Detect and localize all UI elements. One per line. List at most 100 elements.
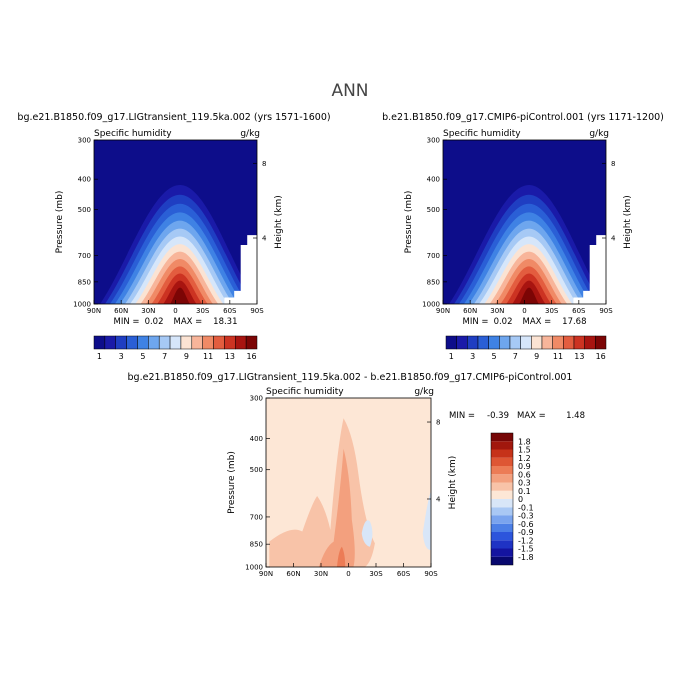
max-value: 18.31	[213, 317, 237, 327]
height-axis-label: Height (km)	[623, 195, 633, 249]
y-tick-label: 700	[250, 513, 263, 521]
colorbar-box	[491, 499, 513, 508]
colorbar-label: 5	[140, 352, 145, 361]
y-tick-label: 500	[427, 206, 440, 214]
colorbar-box	[467, 335, 479, 350]
y-tick-label: 1000	[73, 301, 91, 309]
colorbar-label: 1.5	[518, 446, 531, 455]
colorbar-box	[491, 515, 513, 524]
colorbar-box	[573, 335, 585, 350]
colorbar-label: 16	[246, 352, 256, 361]
max-label: MAX =	[523, 317, 552, 327]
colorbar-box	[104, 335, 116, 350]
colorbar-label: 7	[513, 352, 518, 361]
colorbar-label: -0.9	[518, 528, 534, 537]
height-tick-label: 8	[436, 419, 440, 427]
colorbar-box	[126, 335, 138, 350]
colorbar-box	[491, 449, 513, 458]
colorbar-box	[491, 433, 513, 442]
y-axis-label: Pressure (mb)	[55, 191, 65, 254]
contour-band-14	[170, 287, 190, 304]
variable-label: Specific humidity	[266, 387, 344, 397]
colorbar-box	[563, 335, 575, 350]
colorbar-box	[235, 335, 247, 350]
colorbar-label: 0.3	[518, 479, 531, 488]
colorbar-label: -1.8	[518, 553, 534, 562]
colorbar-label: -0.6	[518, 520, 534, 529]
colorbar-label: 1.2	[518, 454, 531, 463]
colorbar-box	[191, 335, 203, 350]
x-tick-label: 90N	[87, 307, 101, 315]
colorbar-box	[491, 474, 513, 483]
min-label: MIN =	[114, 317, 140, 327]
y-tick-label: 850	[78, 278, 91, 286]
topography-mask	[224, 235, 257, 304]
colorbar: 1.81.51.20.90.60.30.10-0.1-0.3-0.6-0.9-1…	[490, 432, 534, 566]
colorbar-box	[137, 335, 149, 350]
colorbar-label: 5	[491, 352, 496, 361]
colorbar-box	[491, 548, 513, 557]
x-tick-label: 60N	[114, 307, 128, 315]
colorbar-box	[584, 335, 596, 350]
colorbar-label: 11	[203, 352, 213, 361]
x-tick-label: 60S	[223, 307, 237, 315]
colorbar: 1 3 5 7 9 11 13 16	[93, 335, 258, 361]
panel-title: bg.e21.B1850.f09_g17.LIGtransient_119.5k…	[17, 112, 330, 123]
contour-band-neg	[361, 520, 373, 547]
height-tick-label: 8	[262, 160, 266, 168]
colorbar-box	[456, 335, 468, 350]
colorbar-box	[491, 466, 513, 475]
x-tick-label: 60S	[572, 307, 586, 315]
colorbar-label: 1.8	[518, 437, 531, 446]
colorbar-box	[491, 556, 513, 565]
panel-2: Specific humidity g/kg3004005007008501000…	[128, 372, 585, 578]
y-tick-label: 500	[78, 206, 91, 214]
colorbar-label: 0.6	[518, 470, 531, 479]
y-tick-label: 500	[250, 466, 263, 474]
colorbar-box	[491, 490, 513, 499]
min-value: -0.39	[487, 411, 509, 421]
colorbar-box	[115, 335, 127, 350]
y-axis-label: Pressure (mb)	[227, 451, 237, 514]
y-tick-label: 300	[427, 137, 440, 145]
y-tick-label: 300	[78, 137, 91, 145]
colorbar-label: 1	[97, 352, 102, 361]
colorbar-box	[509, 335, 521, 350]
colorbar-box	[491, 457, 513, 466]
max-value: 1.48	[566, 411, 585, 421]
colorbar-box	[445, 335, 457, 350]
y-tick-label: 1000	[422, 301, 440, 309]
topography-mask	[573, 235, 606, 304]
max-label: MAX =	[174, 317, 203, 327]
colorbar-label: -0.3	[518, 512, 534, 521]
height-axis-label: Height (km)	[274, 195, 284, 249]
colorbar-box	[148, 335, 160, 350]
min-value: 0.02	[494, 317, 513, 327]
y-tick-label: 300	[250, 395, 263, 403]
x-tick-label: 30N	[314, 570, 328, 578]
y-tick-label: 700	[427, 252, 440, 260]
colorbar-label: 13	[574, 352, 584, 361]
colorbar-label: -0.1	[518, 503, 534, 512]
x-tick-label: 90N	[259, 570, 273, 578]
y-tick-label: 700	[78, 252, 91, 260]
x-tick-label: 60S	[397, 570, 411, 578]
colorbar-box	[491, 441, 513, 450]
colorbar-box	[180, 335, 193, 350]
variable-label: Specific humidity	[94, 129, 172, 139]
panel-1: Specific humidity g/kg3004005007008501000…	[382, 112, 664, 361]
x-tick-label: 30N	[141, 307, 155, 315]
variable-label: Specific humidity	[443, 129, 521, 139]
colorbar-label: 9	[184, 352, 189, 361]
colorbar-box	[491, 523, 513, 532]
colorbar: 1 3 5 7 9 11 13 16	[445, 335, 607, 361]
colorbar-label: -1.2	[518, 536, 534, 545]
colorbar-box	[491, 507, 513, 516]
colorbar-label: 11	[553, 352, 563, 361]
colorbar-box	[213, 335, 225, 350]
colorbar-label: 3	[470, 352, 475, 361]
panel-title: bg.e21.B1850.f09_g17.LIGtransient_119.5k…	[128, 372, 573, 383]
x-tick-label: 0	[173, 307, 177, 315]
colorbar-box	[520, 335, 532, 350]
colorbar-box	[531, 335, 543, 350]
